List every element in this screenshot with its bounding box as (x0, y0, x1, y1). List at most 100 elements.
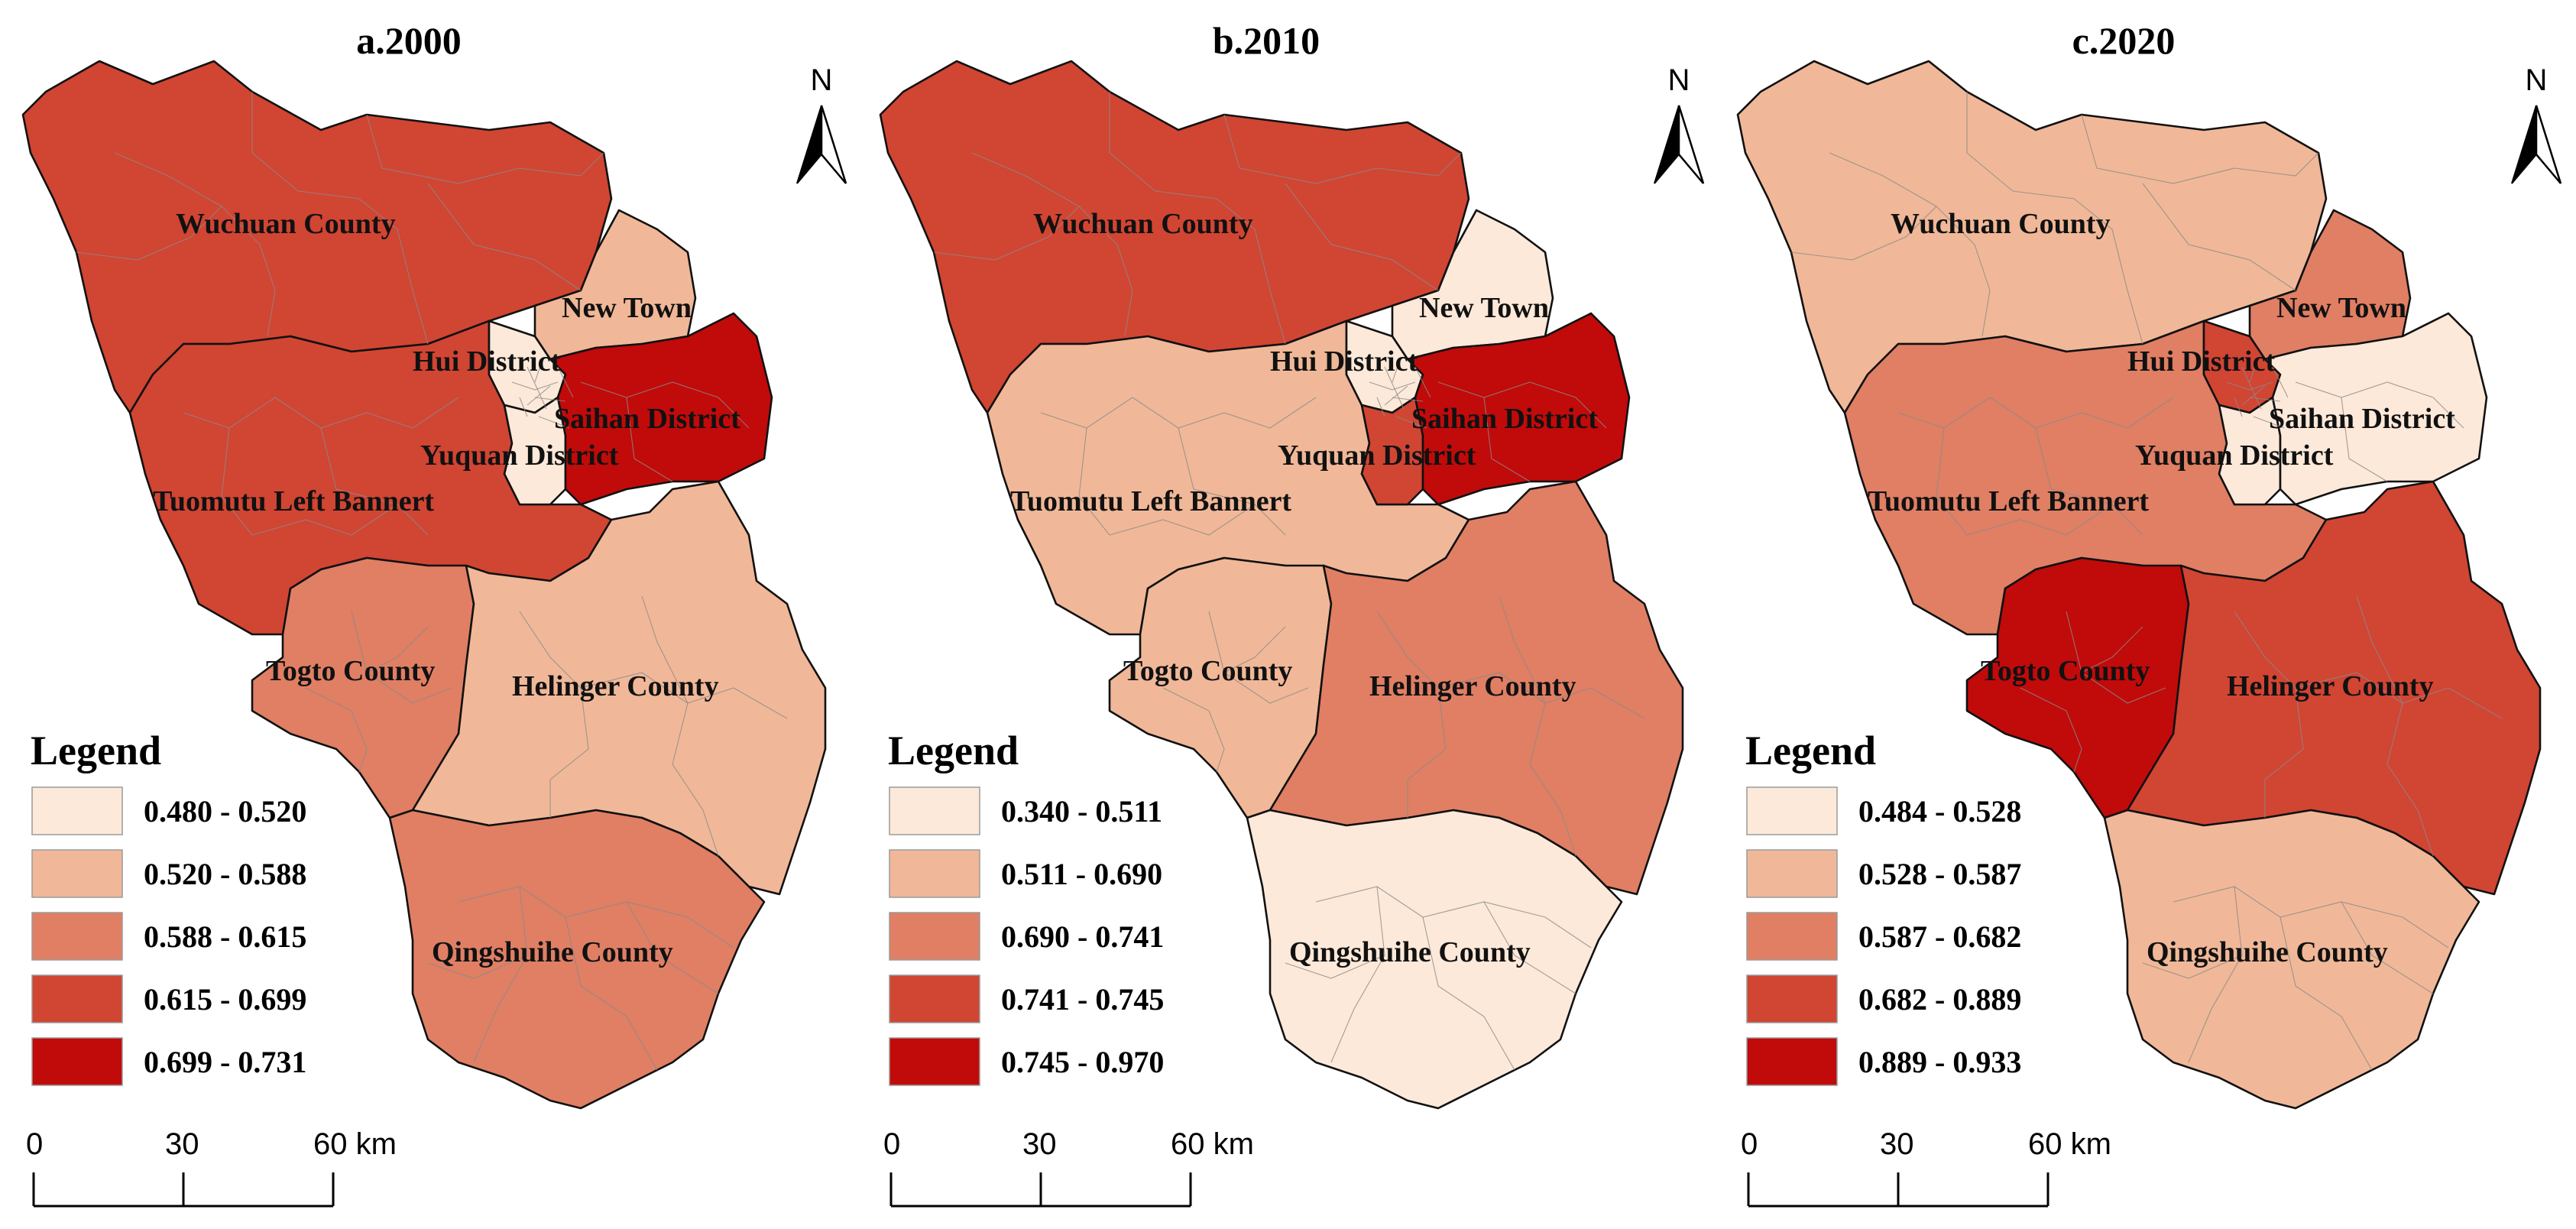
region-saihan (549, 312, 773, 506)
region-wuchuan (879, 60, 1470, 414)
subdistrict-line (1223, 626, 1286, 673)
subdistrict-line (351, 611, 452, 704)
scale-bar: 0 30 60 km (26, 1127, 397, 1208)
north-arrow-icon: N (796, 63, 847, 184)
subdistrict-line (1162, 687, 1225, 773)
scale-label: 30 (1880, 1127, 1914, 1161)
subdistrict-line (933, 206, 1080, 261)
scale-label: 60 km (313, 1127, 397, 1161)
legend-swatch (1746, 974, 1838, 1023)
region-wuchuan (21, 60, 613, 414)
subdistrict-line (534, 358, 543, 383)
subdistrict-line (1223, 114, 1462, 184)
subdistrict-line (1483, 901, 1576, 994)
subdistrict-line (641, 595, 689, 704)
subdistrict-line (251, 92, 429, 345)
legend-entry: 0.588 - 0.615 (144, 919, 306, 954)
subdistrict-line (626, 901, 719, 994)
label-tuomutu: Tuomutu Left Bannert (1010, 485, 1291, 517)
legend-entry: 0.587 - 0.682 (1858, 919, 2021, 954)
subdistrict-line (527, 366, 547, 410)
place-labels: Wuchuan County Tuomutu Left Bannert Togto … (1010, 208, 1598, 968)
legend-swatch (889, 786, 980, 835)
subdistrict-line (1483, 397, 1531, 482)
subdistrict-line (626, 397, 673, 482)
legend-entry: 0.520 - 0.588 (144, 857, 306, 891)
subdistrict-line (114, 152, 276, 337)
subdistrict-line (2386, 702, 2434, 857)
legend-swatch (1746, 912, 1838, 961)
map-panel: a.2000 Wuchuan County Tuomutu Left Bannert… (21, 19, 847, 1208)
subdistrict-line (1392, 358, 1401, 383)
scale-label: 0 (1741, 1127, 1758, 1161)
subdistrict-line (1437, 381, 1607, 429)
region-layer (879, 60, 1684, 1110)
place-labels: Wuchuan County Tuomutu Left Bannert Togto … (153, 208, 740, 968)
legend-swatch (889, 912, 980, 961)
label-yuquan: Yuquan District (1278, 439, 1476, 472)
label-saihan: Saihan District (554, 403, 740, 435)
label-qingshuihe: Qingshuihe County (432, 936, 673, 968)
north-label: N (1668, 63, 1690, 97)
legend-entry: 0.615 - 0.699 (144, 982, 306, 1017)
label-yuquan: Yuquan District (2135, 439, 2334, 472)
subdistrict-line (458, 886, 734, 949)
label-newtown: New Town (1419, 292, 1549, 324)
subdistrict-line (2356, 595, 2403, 704)
subdistrict-line (672, 702, 719, 857)
subdistrict-line (1376, 611, 1645, 719)
legend-swatch (1746, 786, 1838, 835)
label-helinger: Helinger County (512, 670, 719, 702)
subdistrict-line (2020, 687, 2082, 773)
subdistrict-line (2142, 183, 2296, 291)
region-helinger (1269, 480, 1684, 896)
north-arrow-right (2535, 105, 2562, 184)
scale-label: 0 (883, 1127, 900, 1161)
subdistrict-line (2295, 381, 2464, 429)
legend-swatch (1746, 1037, 1838, 1086)
subdistrict-line (2188, 886, 2243, 1063)
legend-swatch (31, 849, 123, 898)
subdistrict-line (538, 416, 570, 429)
subdistrict-line (1315, 886, 1592, 949)
legend-entry: 0.480 - 0.520 (144, 794, 306, 829)
legend-title: Legend (888, 728, 1019, 773)
subdistrict-line (427, 955, 528, 979)
legend: Legend 0.484 - 0.528 0.528 - 0.587 0.587 - … (1745, 728, 2021, 1086)
legend-swatch (31, 912, 123, 961)
subdistrict-line (2272, 366, 2289, 398)
subdistrict-line (2264, 687, 2304, 818)
subdistrict-line (1285, 955, 1385, 979)
subdistrict-line (2241, 385, 2266, 406)
subdistrict-line (473, 886, 528, 1063)
scale-label: 60 km (2028, 1127, 2111, 1161)
subdistrict-boundaries (76, 92, 788, 1071)
legend-swatch (31, 786, 123, 835)
subdistrict-line (1384, 385, 1408, 406)
subdistrict-boundaries (1790, 92, 2503, 1071)
label-newtown: New Town (562, 292, 692, 324)
legend-swatch (889, 1037, 980, 1086)
subdistrict-line (1208, 611, 1309, 704)
scale-bar: 0 30 60 km (883, 1127, 1254, 1208)
subdistrict-line (2341, 397, 2388, 482)
subdistrict-line (1407, 687, 1447, 818)
legend-entry: 0.699 - 0.731 (144, 1045, 306, 1079)
label-saihan: Saihan District (1411, 403, 1598, 435)
north-arrow-icon: N (1654, 63, 1705, 184)
legend-entry: 0.340 - 0.511 (1001, 794, 1162, 829)
legend-entry: 0.889 - 0.933 (1858, 1045, 2021, 1079)
north-label: N (811, 63, 833, 97)
subdistrict-line (2081, 626, 2143, 673)
subdistrict-line (1109, 92, 1286, 345)
label-tuomutu: Tuomutu Left Bannert (1868, 485, 2149, 517)
subdistrict-line (1376, 397, 1385, 417)
label-qingshuihe: Qingshuihe County (1289, 936, 1531, 968)
subdistrict-line (1966, 92, 2143, 345)
legend-entry: 0.690 - 0.741 (1001, 919, 1164, 954)
subdistrict-line (76, 206, 222, 261)
region-helinger (2126, 480, 2542, 896)
region-yuquan (503, 396, 567, 506)
scale-label: 0 (26, 1127, 43, 1161)
